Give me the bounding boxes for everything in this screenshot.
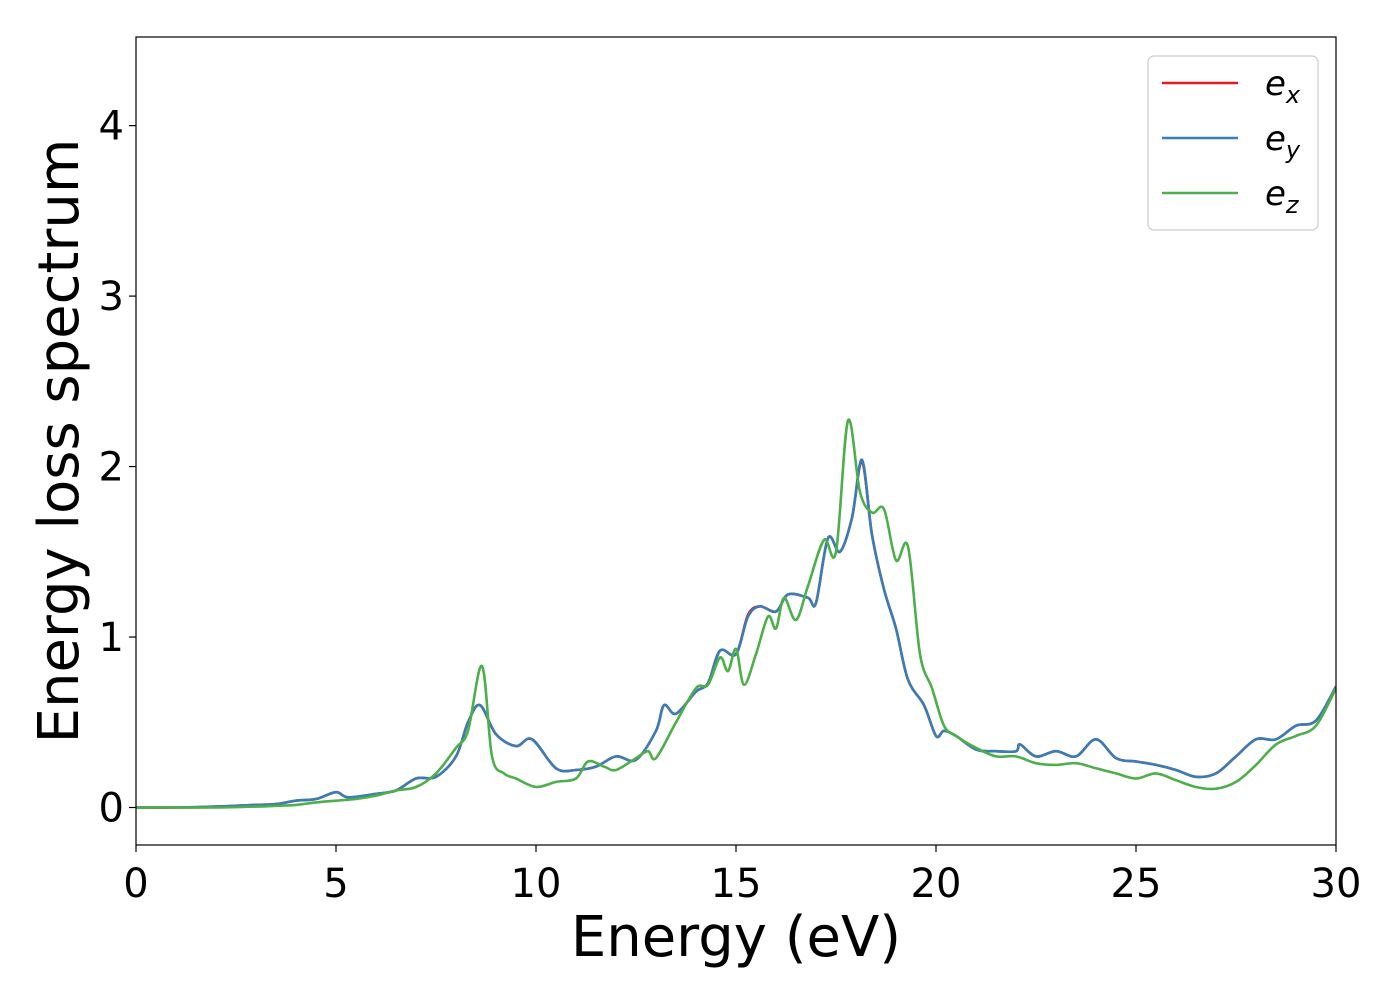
legend-label-base: e	[1265, 119, 1286, 159]
legend-label-e-z: ez	[1265, 174, 1300, 219]
legend-label-base: e	[1265, 64, 1286, 104]
x-tick-label: 5	[323, 861, 348, 907]
y-tick-label: 0	[99, 785, 124, 831]
legend-label-subscript: y	[1285, 136, 1301, 164]
x-tick-label: 25	[1111, 861, 1162, 907]
x-axis-label: Energy (eV)	[571, 905, 901, 970]
y-tick-label: 3	[99, 274, 124, 320]
series-layer	[136, 418, 1336, 809]
y-axis-label: Energy loss spectrum	[27, 139, 92, 744]
x-tick-label: 20	[911, 861, 962, 907]
ticks-layer: 0 5 10 15 20 25 30 0 1 2 3 4	[99, 104, 1362, 907]
y-tick-label: 2	[99, 445, 124, 491]
legend-label-e-y: ey	[1265, 119, 1301, 164]
legend-label-subscript: x	[1285, 81, 1301, 109]
legend-box	[1147, 55, 1319, 231]
y-tick-label: 1	[99, 615, 124, 661]
x-tick-label: 0	[123, 861, 148, 907]
series-line-e-y	[136, 458, 1336, 809]
legend-label-e-x: ex	[1265, 64, 1301, 109]
x-tick-label: 10	[511, 861, 562, 907]
x-tick-label: 15	[711, 861, 762, 907]
x-tick-label: 30	[1311, 861, 1362, 907]
legend-label-subscript: z	[1285, 191, 1300, 219]
y-tick-label: 4	[99, 104, 124, 150]
series-line-e-z	[136, 418, 1336, 809]
legend-label-base: e	[1265, 174, 1286, 214]
